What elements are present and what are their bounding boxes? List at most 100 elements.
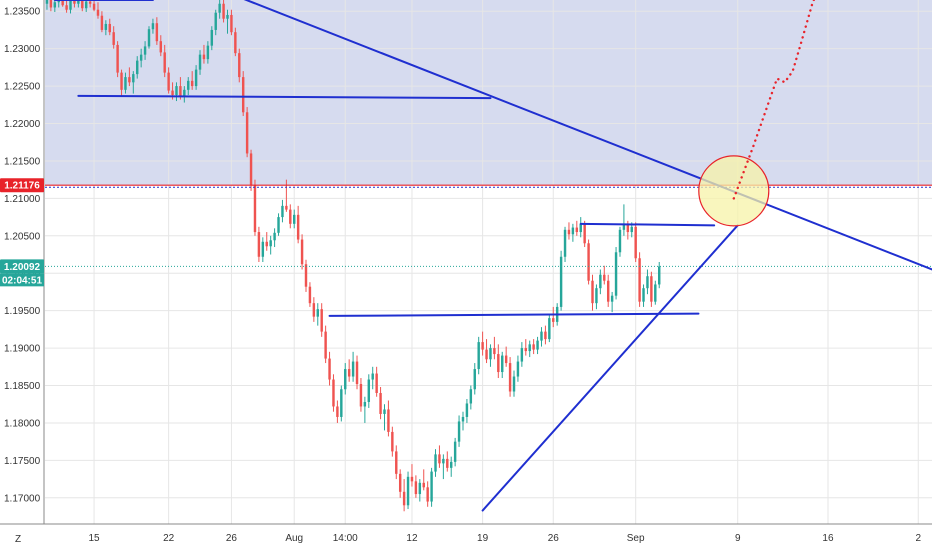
- candle-body: [453, 441, 457, 462]
- time-tick-label: 26: [548, 533, 560, 544]
- candle-body: [359, 384, 363, 407]
- resistance-price-label: 1.21176: [4, 181, 40, 192]
- candle-body: [139, 54, 143, 61]
- candle-body: [269, 240, 272, 247]
- candle-body: [96, 9, 100, 16]
- candle-body: [465, 403, 469, 417]
- candle-body: [544, 331, 547, 340]
- candle-body: [606, 280, 610, 302]
- candle-body: [559, 256, 563, 307]
- candle-body: [395, 451, 398, 474]
- candle-body: [654, 284, 657, 302]
- candle-body: [238, 53, 241, 78]
- candle-body: [167, 72, 170, 91]
- price-tick-label: 1.22000: [4, 119, 41, 130]
- candle-body: [571, 227, 575, 235]
- candle-body: [300, 239, 304, 265]
- candle-body: [406, 476, 410, 506]
- candle-body: [92, 3, 96, 10]
- candle-body: [610, 295, 614, 302]
- time-tick-label: 14:00: [333, 533, 358, 544]
- candle-body: [253, 184, 257, 233]
- ascending-trendline: [481, 224, 739, 512]
- candle-body: [281, 205, 284, 218]
- candle-body: [532, 344, 535, 350]
- time-tick-label: 22: [163, 533, 175, 544]
- corner-label[interactable]: Z: [15, 534, 21, 545]
- candle-body: [658, 266, 661, 285]
- candle-body: [481, 342, 484, 350]
- candle-body: [367, 379, 371, 402]
- candle-body: [198, 54, 202, 70]
- candle-body: [116, 44, 119, 73]
- candle-body: [84, 1, 88, 9]
- candle-body: [218, 3, 221, 13]
- time-tick-label: 26: [226, 533, 238, 544]
- candle-body: [446, 458, 449, 468]
- candle-body: [136, 60, 139, 75]
- candle-body: [434, 454, 437, 472]
- time-tick-label: 19: [477, 533, 489, 544]
- candle-body: [226, 14, 229, 19]
- candle-body: [128, 77, 131, 83]
- candle-body: [548, 318, 551, 340]
- supply-zone: [45, 0, 932, 186]
- candle-body: [587, 243, 590, 281]
- resistance-price-tag-bg: [0, 178, 44, 193]
- descending-trendline: [243, 0, 932, 271]
- candle-body: [296, 214, 300, 240]
- candle-body: [402, 491, 406, 506]
- candle-body: [567, 229, 571, 235]
- candle-body: [508, 363, 512, 392]
- candle-body: [336, 406, 339, 417]
- candle-body: [289, 209, 292, 224]
- candle-body: [249, 153, 253, 185]
- candle-body: [575, 227, 579, 233]
- candle-body: [187, 80, 190, 90]
- candle-body: [379, 393, 382, 414]
- price-tick-label: 1.21500: [4, 156, 41, 167]
- resistance-price-tag: 1.21176: [0, 178, 44, 193]
- candle-body: [112, 32, 115, 45]
- price-tick-label: 1.23500: [4, 7, 41, 18]
- top-resistance-line: [579, 222, 716, 227]
- candle-body: [650, 276, 653, 302]
- candle-body: [438, 454, 441, 464]
- candle-body: [190, 80, 194, 87]
- candle-body: [312, 303, 316, 317]
- candle-body: [69, 0, 72, 10]
- candle-body: [77, 0, 80, 4]
- candle-body: [73, 0, 76, 4]
- candle-body: [147, 29, 151, 47]
- candle-body: [143, 46, 147, 55]
- drawings-layer[interactable]: [53, 0, 932, 512]
- price-tick-label: 1.19500: [4, 306, 41, 317]
- candle-body: [599, 274, 602, 289]
- time-tick-label: 15: [88, 533, 100, 544]
- price-tick-label: 1.18000: [4, 418, 41, 429]
- candle-body: [583, 223, 586, 244]
- candle-body: [104, 23, 108, 30]
- candle-body: [45, 0, 49, 4]
- candle-body: [241, 77, 245, 113]
- candle-body: [273, 232, 276, 241]
- time-scale[interactable]: 15 22 26 Aug 14:00 12 19 26 Sep 9 16 2: [88, 533, 921, 544]
- current-price-tag-bg: [0, 259, 44, 274]
- candle-body: [398, 473, 402, 492]
- candle-body: [414, 481, 418, 495]
- price-tick-label: 1.17500: [4, 456, 41, 467]
- candle-body: [163, 52, 166, 73]
- candle-body: [155, 23, 159, 42]
- bar-countdown-label: 02:04:51: [2, 275, 42, 286]
- candle-body: [634, 226, 637, 259]
- candle-body: [100, 15, 104, 30]
- candle-body: [516, 361, 520, 377]
- candle-body: [340, 389, 343, 417]
- candle-body: [159, 41, 162, 53]
- candle-body: [524, 348, 528, 352]
- candle-body: [222, 3, 225, 19]
- candle-body: [540, 331, 543, 341]
- candle-body: [132, 74, 135, 83]
- candle-body: [230, 14, 233, 33]
